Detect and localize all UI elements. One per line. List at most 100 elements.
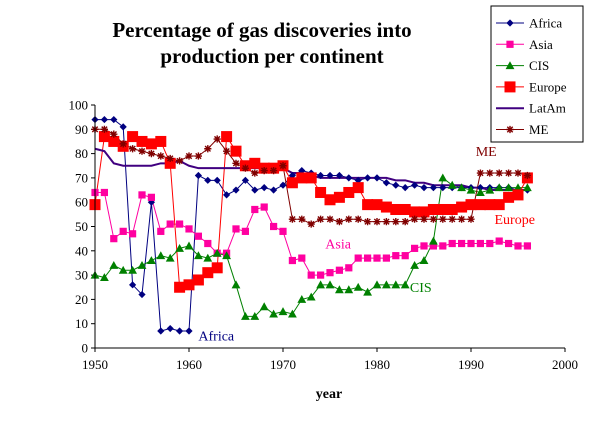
data-point <box>119 227 127 235</box>
x-tick-label: 1970 <box>270 357 296 372</box>
y-tick-label: 10 <box>75 316 88 331</box>
data-point <box>523 183 532 192</box>
data-point <box>514 242 522 250</box>
data-point <box>156 251 166 260</box>
y-tick-label: 40 <box>75 243 88 258</box>
data-point <box>427 203 439 215</box>
data-point <box>419 256 429 265</box>
data-point <box>523 171 531 180</box>
legend-item-europe: Europe <box>496 79 567 94</box>
data-point <box>503 191 515 203</box>
y-tick-label: 50 <box>75 219 88 234</box>
legend-label: Africa <box>529 16 562 31</box>
data-point <box>333 191 345 203</box>
data-point <box>476 184 484 192</box>
data-point <box>270 222 278 231</box>
data-point <box>288 309 297 318</box>
data-point <box>344 285 354 294</box>
data-point <box>192 274 204 286</box>
data-point <box>335 171 343 180</box>
data-point <box>363 287 372 296</box>
data-point <box>297 295 307 303</box>
data-point <box>176 220 184 228</box>
y-tick-label: 60 <box>75 195 88 210</box>
data-point <box>185 152 193 160</box>
data-point <box>514 169 522 177</box>
data-point <box>382 280 391 289</box>
data-point <box>399 203 411 215</box>
data-point <box>305 172 317 184</box>
data-point <box>138 290 146 299</box>
data-point <box>364 254 372 262</box>
data-point <box>411 181 419 189</box>
x-tick-label: 1980 <box>364 357 390 372</box>
data-point <box>129 145 137 153</box>
data-point <box>270 186 278 194</box>
data-point <box>194 171 202 180</box>
data-point <box>317 215 325 223</box>
data-point <box>232 186 240 194</box>
data-point <box>476 188 485 196</box>
data-point <box>307 220 315 228</box>
data-point <box>145 138 157 150</box>
annotation-europe: Europe <box>495 213 535 228</box>
chart-title-line-1: Percentage of gas discoveries into <box>112 18 411 42</box>
data-point <box>354 215 362 223</box>
series-markers-africa <box>91 115 531 335</box>
data-point <box>279 227 287 235</box>
data-point <box>251 186 259 194</box>
data-point <box>494 183 504 192</box>
data-point <box>401 184 409 192</box>
data-point <box>298 254 306 262</box>
data-point <box>317 271 325 279</box>
data-point <box>157 327 165 335</box>
data-point <box>136 135 148 147</box>
data-point <box>506 40 514 48</box>
data-point <box>326 215 334 223</box>
data-point <box>231 280 241 289</box>
data-point <box>100 188 108 197</box>
data-point <box>223 191 231 199</box>
legend-box <box>490 5 584 143</box>
data-point <box>382 254 390 262</box>
data-point <box>194 232 202 240</box>
data-point <box>164 157 176 169</box>
data-point <box>202 267 214 279</box>
data-point <box>326 269 334 277</box>
data-point <box>420 184 428 192</box>
legend-item-asia: Asia <box>496 37 553 52</box>
data-point <box>137 260 147 269</box>
data-point <box>157 227 165 235</box>
data-point <box>251 169 259 177</box>
data-point <box>466 185 476 194</box>
data-point <box>166 324 174 333</box>
data-point <box>98 131 110 143</box>
data-point <box>296 172 308 184</box>
data-point <box>429 236 438 245</box>
data-point <box>183 279 195 291</box>
data-point <box>288 215 296 223</box>
data-point <box>409 206 421 218</box>
data-point <box>458 239 466 248</box>
x-axis-ticks: 1950 1960 1970 1980 1990 2000 <box>82 348 578 372</box>
legend-label: Europe <box>529 79 567 94</box>
data-point <box>506 125 514 134</box>
data-point <box>391 280 401 289</box>
data-point <box>185 327 193 335</box>
data-point <box>211 262 223 274</box>
legend-label: CIS <box>529 58 549 73</box>
data-point <box>108 135 120 147</box>
x-tick-label: 1960 <box>176 357 202 372</box>
data-point <box>155 135 167 147</box>
data-point <box>373 218 381 226</box>
data-point <box>222 251 231 260</box>
data-point <box>345 174 353 182</box>
data-point <box>382 179 390 187</box>
data-point <box>335 218 343 226</box>
data-point <box>165 253 175 262</box>
data-point <box>128 265 137 274</box>
data-point <box>476 239 484 248</box>
data-point <box>147 150 155 158</box>
data-point <box>241 227 249 235</box>
